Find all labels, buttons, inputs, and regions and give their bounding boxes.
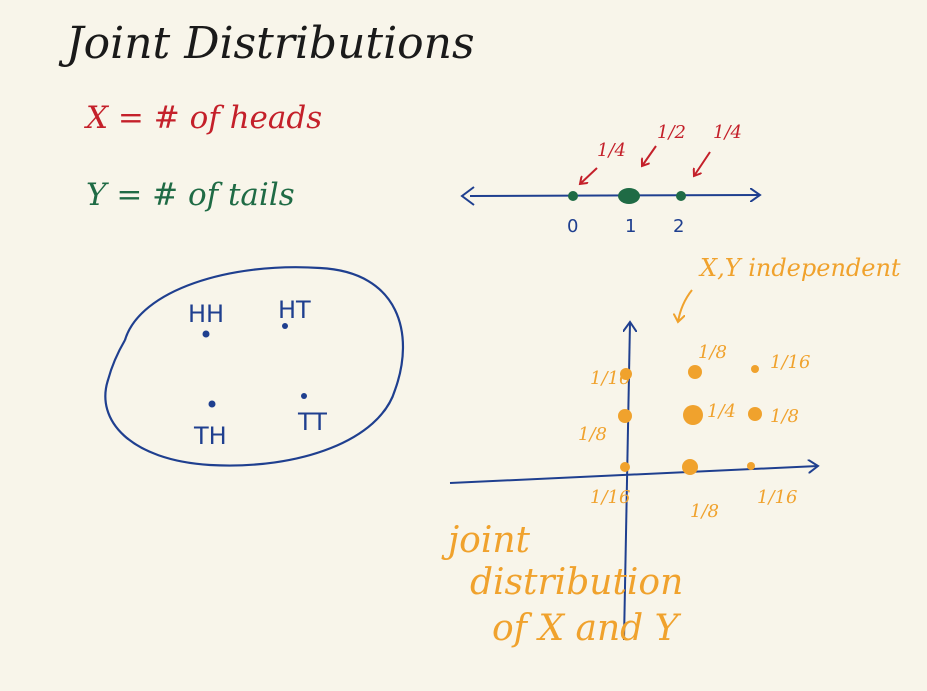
joint-point-0-0 bbox=[620, 462, 630, 472]
number-line-left-arrow bbox=[460, 186, 475, 206]
outcome-dot bbox=[202, 330, 210, 338]
joint-point-1-1 bbox=[683, 405, 703, 425]
caption-line-1: joint bbox=[441, 520, 531, 561]
prob-arrow-1 bbox=[642, 145, 657, 166]
tick-label-0: 0 bbox=[567, 216, 578, 237]
x-definition: X = # of heads bbox=[84, 100, 322, 136]
prob-label-0: 1/4 bbox=[597, 140, 626, 161]
pmf-point-2 bbox=[676, 191, 686, 201]
caption-line-2: distribution bbox=[470, 562, 683, 603]
joint-point-2-0 bbox=[747, 462, 755, 470]
pmf-point-1 bbox=[618, 188, 640, 204]
independence-arrow bbox=[678, 289, 693, 322]
outcome-dot bbox=[208, 400, 216, 408]
x-axis-label-2: 1/16 bbox=[757, 487, 797, 508]
outcome-label: TH bbox=[193, 422, 227, 450]
outcome-tt: TT bbox=[297, 393, 327, 436]
joint-point-2-2 bbox=[751, 365, 759, 373]
x-axis-label-0: 1/16 bbox=[590, 487, 630, 508]
prob-label-2: 1/4 bbox=[713, 122, 742, 143]
prob-arrow-0 bbox=[580, 167, 598, 184]
sample-space-ellipse bbox=[104, 266, 405, 467]
caption-line-3: of X and Y bbox=[492, 608, 682, 649]
prob-arrow-2 bbox=[694, 151, 711, 176]
joint-point-0-2 bbox=[620, 368, 632, 380]
tick-label-1: 1 bbox=[625, 216, 636, 237]
outcome-dot bbox=[282, 323, 288, 329]
point-label-center: 1/4 bbox=[707, 401, 736, 422]
joint-point-1-2 bbox=[688, 365, 702, 379]
x-axis-label-1: 1/8 bbox=[690, 501, 719, 522]
point-label-top-mid: 1/8 bbox=[698, 342, 727, 363]
outcome-dot bbox=[301, 393, 307, 399]
page-title: Joint Distributions bbox=[58, 18, 475, 69]
y-definition: Y = # of tails bbox=[86, 177, 295, 213]
outcome-label: TT bbox=[297, 408, 327, 436]
outcome-label: HT bbox=[278, 296, 311, 324]
point-label-mid-right: 1/8 bbox=[770, 406, 799, 427]
joint-x-axis bbox=[449, 466, 818, 484]
outcome-hh: HH bbox=[188, 300, 224, 338]
outcome-label: HH bbox=[188, 300, 224, 328]
joint-point-2-1 bbox=[748, 407, 762, 421]
independence-note: X,Y independent bbox=[698, 254, 901, 282]
joint-point-1-0 bbox=[682, 459, 698, 475]
pmf-point-0 bbox=[568, 191, 578, 201]
point-label-top-right: 1/16 bbox=[770, 352, 810, 373]
prob-label-1: 1/2 bbox=[657, 122, 686, 143]
y-axis-label-mid: 1/8 bbox=[578, 424, 607, 445]
outcome-ht: HT bbox=[278, 296, 311, 329]
tick-label-2: 2 bbox=[673, 216, 684, 237]
y-axis-label-top: 1/16 bbox=[590, 368, 630, 389]
joint-point-0-1 bbox=[618, 409, 632, 423]
outcome-th: TH bbox=[193, 400, 227, 450]
number-line bbox=[469, 195, 760, 196]
